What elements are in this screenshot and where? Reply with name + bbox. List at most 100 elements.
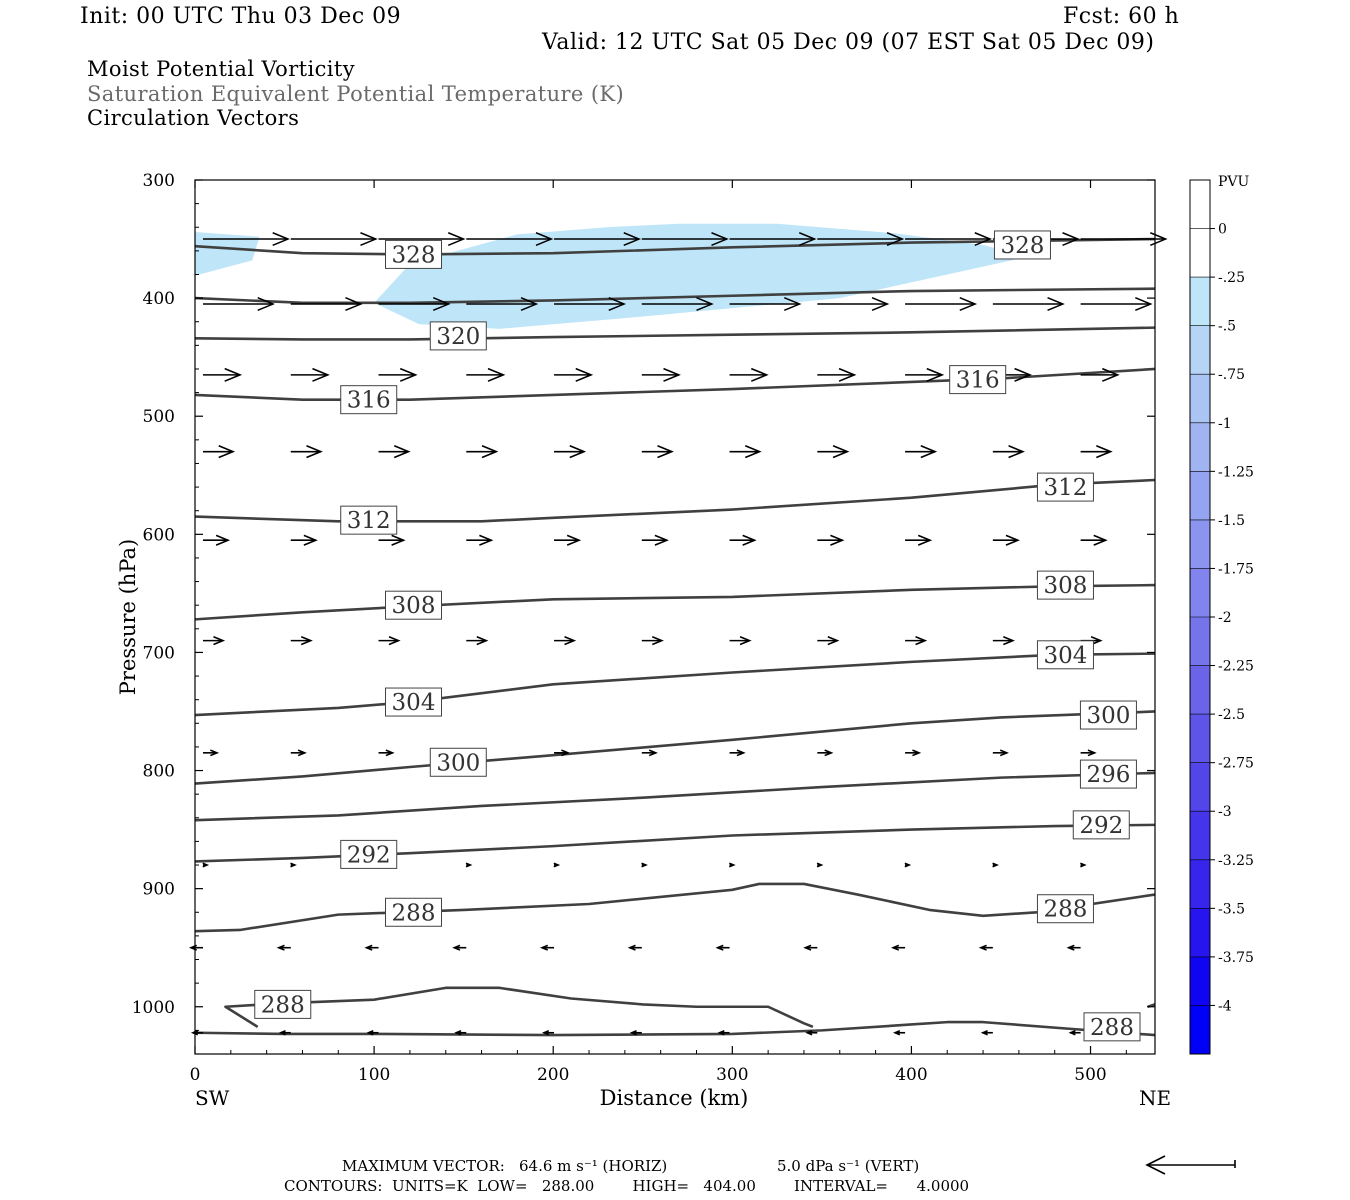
circulation-vector bbox=[729, 534, 757, 546]
circulation-vector bbox=[290, 749, 307, 757]
circulation-vector bbox=[805, 1030, 818, 1036]
forecast-hour: Fcst: 60 h bbox=[1063, 4, 1180, 29]
circulation-vector bbox=[905, 635, 928, 646]
colorbar-label: -.5 bbox=[1218, 319, 1236, 335]
contour-label-box bbox=[340, 505, 398, 535]
circulation-vector bbox=[817, 445, 850, 459]
circulation-vector bbox=[465, 862, 473, 868]
circulation-vector bbox=[553, 862, 561, 868]
colorbar-unit: PVU bbox=[1218, 174, 1250, 190]
x-tick-label: 400 bbox=[895, 1065, 927, 1085]
circulation-vector bbox=[992, 862, 999, 868]
contour-label-box bbox=[340, 839, 398, 869]
contour-label-box bbox=[340, 385, 398, 415]
circulation-vector bbox=[466, 232, 554, 247]
contour-label: 288 bbox=[1043, 897, 1087, 923]
circulation-vector bbox=[729, 297, 802, 312]
contour-label: 300 bbox=[436, 750, 480, 776]
y-tick-label: 400 bbox=[143, 289, 175, 309]
axis-layer: 0 100 200 300 400 500 300 400 500 600 700 800 900 100… bbox=[132, 171, 1155, 1085]
contour-label: 296 bbox=[1086, 762, 1130, 788]
plot-frame bbox=[194, 179, 1156, 1055]
y-tick-label: 300 bbox=[143, 171, 175, 191]
circulation-vector bbox=[992, 749, 1009, 757]
colorbar-swatch bbox=[1190, 568, 1210, 618]
contour-label: 304 bbox=[392, 690, 436, 716]
circulation-vector bbox=[554, 297, 627, 312]
colorbar-swatch bbox=[1190, 665, 1210, 715]
circulation-vector bbox=[980, 1030, 993, 1036]
circulation-vector bbox=[905, 749, 922, 757]
contour-300-7 bbox=[194, 710, 1156, 785]
circulation-vector bbox=[276, 944, 291, 951]
circulation-vector bbox=[817, 297, 890, 312]
contour-label-layer: 328 328 320 316 316 312 312 308 308 304 304 300 300 2… bbox=[254, 230, 1141, 1042]
colorbar-label: -3.25 bbox=[1218, 853, 1254, 869]
circulation-vector bbox=[203, 297, 275, 312]
circulation-vector bbox=[454, 1030, 467, 1036]
colorbar-label: -3.5 bbox=[1218, 901, 1245, 917]
circulation-vector bbox=[817, 635, 840, 646]
colorbar-swatch bbox=[1190, 180, 1210, 230]
circulation-vector bbox=[978, 944, 993, 951]
contour-label-box bbox=[385, 687, 443, 717]
circulation-vector bbox=[641, 749, 658, 757]
circulation-vector bbox=[892, 1030, 906, 1036]
circulation-vector bbox=[729, 367, 769, 382]
contour-label: 288 bbox=[392, 900, 436, 926]
circulation-vector bbox=[641, 232, 729, 247]
circulation-vector bbox=[992, 635, 1015, 646]
circulation-vector bbox=[378, 534, 406, 546]
circulation-vector bbox=[905, 534, 933, 546]
circulation-vector bbox=[1080, 367, 1120, 382]
circulation-vector bbox=[554, 749, 571, 757]
y-tick-label: 500 bbox=[143, 407, 175, 427]
circulation-vector bbox=[905, 367, 945, 382]
field-title-mpv: Moist Potential Vorticity bbox=[87, 57, 355, 81]
contour-328-0 bbox=[194, 237, 1156, 256]
y-tick-label: 1000 bbox=[132, 998, 175, 1018]
contour-304-6 bbox=[194, 652, 1156, 717]
contour-label: 308 bbox=[392, 593, 436, 619]
colorbar-label: -1 bbox=[1218, 416, 1232, 432]
circulation-vector bbox=[554, 367, 594, 382]
colorbar-label: -4 bbox=[1218, 998, 1232, 1014]
circulation-vector bbox=[378, 635, 401, 646]
circulation-vector bbox=[203, 749, 220, 757]
circulation-vector bbox=[816, 862, 824, 868]
circulation-vector bbox=[290, 445, 323, 459]
circulation-vector bbox=[188, 944, 203, 951]
y-tick-label: 700 bbox=[143, 643, 175, 663]
circulation-vector bbox=[290, 232, 378, 247]
colorbar-swatch bbox=[1190, 325, 1210, 375]
circulation-vector bbox=[452, 944, 467, 951]
circulation-vector bbox=[1080, 862, 1087, 868]
colorbar-label: -2 bbox=[1218, 610, 1232, 626]
contour-label: 292 bbox=[347, 842, 391, 868]
x-axis-label: Distance (km) bbox=[600, 1086, 749, 1110]
max-vector-vert: 5.0 dPa s⁻¹ (VERT) bbox=[777, 1157, 920, 1175]
circulation-vector bbox=[378, 445, 411, 459]
contour-308-5 bbox=[194, 583, 1156, 621]
valid-time: Valid: 12 UTC Sat 05 Dec 09 (07 EST Sat … bbox=[542, 30, 1155, 55]
max-vector-horiz: 64.6 m s⁻¹ (HORIZ) bbox=[519, 1157, 668, 1175]
circulation-vector bbox=[904, 862, 912, 868]
contour-288-11 bbox=[224, 986, 814, 1029]
field-title-vectors: Circulation Vectors bbox=[87, 106, 300, 130]
circulation-vector bbox=[1080, 749, 1097, 757]
circulation-vector bbox=[541, 1030, 555, 1036]
circulation-vector bbox=[1066, 944, 1081, 951]
pv-fill-region-0 bbox=[195, 231, 260, 276]
pv-fill-layer bbox=[195, 223, 1028, 329]
colorbar-swatch bbox=[1190, 908, 1210, 958]
circulation-vector bbox=[378, 749, 395, 757]
circulation-vector bbox=[290, 635, 313, 646]
circulation-vector bbox=[378, 297, 451, 312]
circulation-vector bbox=[466, 445, 499, 459]
circulation-vector bbox=[202, 862, 210, 868]
x-tick-label: 500 bbox=[1074, 1065, 1106, 1085]
circulation-vector bbox=[203, 445, 236, 459]
circulation-vector bbox=[290, 367, 330, 382]
circulation-vector bbox=[554, 635, 577, 646]
